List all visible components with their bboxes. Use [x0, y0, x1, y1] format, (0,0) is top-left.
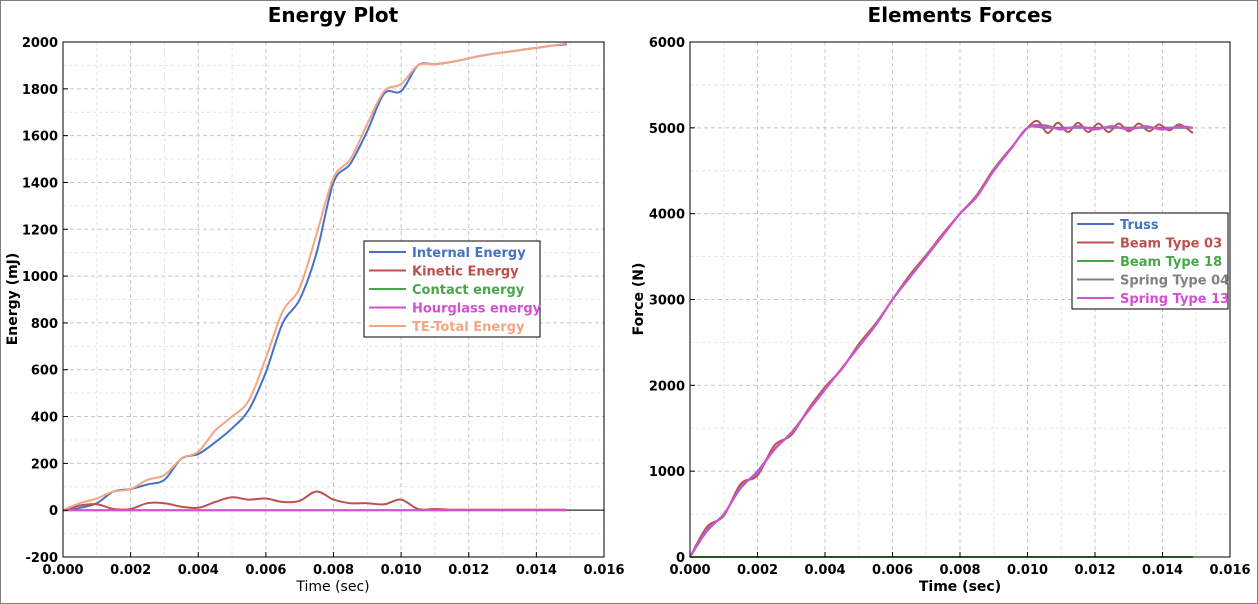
- legend-label: Beam Type 18: [1120, 255, 1222, 270]
- x-tick-label: 0.000: [669, 563, 710, 578]
- x-tick-label: 0.008: [939, 563, 980, 578]
- x-tick-label: 0.014: [1142, 563, 1183, 578]
- chart-title: Elements Forces: [868, 3, 1053, 27]
- y-tick-label: 1600: [22, 130, 58, 145]
- y-tick-label: 1800: [22, 83, 58, 98]
- x-tick-label: 0.004: [804, 563, 845, 578]
- y-tick-label: 3000: [649, 294, 685, 309]
- axis-ticks: 0.000 0.002 0.004 0.006 0.008 0.010 0.012 0.014…: [649, 36, 1251, 578]
- y-tick-label: 5000: [649, 122, 685, 137]
- x-axis-label: Time (sec): [295, 579, 369, 595]
- legend-label: Beam Type 03: [1120, 237, 1222, 252]
- series-line-kinetic-energy: [62, 490, 567, 512]
- y-tick-label: 0: [49, 504, 58, 519]
- x-tick-label: 0.012: [1074, 563, 1115, 578]
- y-tick-label: 1000: [649, 465, 685, 480]
- chart-title: Energy Plot: [268, 3, 399, 27]
- energy-plot-panel: Energy Plot 0.000 0.002 0.004 0.006 0.008 0.0…: [5, 3, 625, 595]
- x-tick-label: 0.016: [1209, 563, 1250, 578]
- y-tick-label: 6000: [649, 36, 685, 51]
- legend: Truss Beam Type 03 Beam Type 18 Spring Type…: [1071, 212, 1229, 310]
- y-tick-label: 1000: [22, 270, 58, 285]
- legend-label: Internal Energy: [412, 246, 526, 261]
- y-tick-label: 2000: [22, 36, 58, 51]
- axis-ticks: 0.000 0.002 0.004 0.006 0.008 0.010 0.012 0.014…: [22, 36, 625, 578]
- y-tick-label: 600: [31, 364, 58, 379]
- y-tick-label: -200: [25, 551, 58, 566]
- x-axis-label: Time (sec): [919, 579, 1001, 595]
- x-tick-label: 0.006: [245, 563, 286, 578]
- x-tick-label: 0.008: [313, 563, 354, 578]
- legend-label: Truss: [1120, 218, 1159, 233]
- y-tick-label: 2000: [649, 379, 685, 394]
- y-tick-label: 1400: [22, 176, 58, 191]
- x-tick-label: 0.010: [1007, 563, 1048, 578]
- x-tick-label: 0.016: [583, 563, 624, 578]
- legend-label: Contact energy: [412, 283, 525, 298]
- x-tick-label: 0.006: [872, 563, 913, 578]
- y-axis-label: Energy (mJ): [5, 253, 21, 346]
- series-line-beam-type-03: [689, 119, 1194, 558]
- legend-label: TE-Total Energy: [412, 320, 525, 335]
- y-tick-label: 400: [31, 411, 58, 426]
- legend-label: Spring Type 13: [1120, 292, 1229, 307]
- x-tick-label: 0.014: [516, 563, 557, 578]
- legend: Internal Energy Kinetic Energy Contact ene…: [363, 240, 542, 338]
- elements-forces-panel: Elements Forces 0.000 0.002 0.004 0.006 0.00…: [631, 3, 1251, 595]
- series-line-te-total-energy: [62, 42, 567, 512]
- x-tick-label: 0.004: [178, 563, 219, 578]
- y-tick-label: 0: [676, 551, 685, 566]
- y-tick-label: 800: [31, 317, 58, 332]
- y-tick-label: 200: [31, 457, 58, 472]
- legend-label: Kinetic Energy: [412, 265, 519, 280]
- series-line-truss: [689, 125, 1193, 558]
- x-tick-label: 0.002: [737, 563, 778, 578]
- y-axis-label: Force (N): [631, 263, 647, 336]
- series-lines: [62, 42, 567, 512]
- legend-label: Spring Type 04: [1120, 274, 1229, 289]
- y-tick-label: 1200: [22, 223, 58, 238]
- x-tick-label: 0.000: [42, 563, 83, 578]
- series-line-spring-type-04: [689, 123, 1194, 558]
- legend-label: Hourglass energy: [412, 302, 542, 317]
- series-lines: [689, 119, 1194, 558]
- x-tick-label: 0.010: [381, 563, 422, 578]
- y-tick-label: 4000: [649, 208, 685, 223]
- x-tick-label: 0.002: [110, 563, 151, 578]
- x-tick-label: 0.012: [448, 563, 489, 578]
- series-line-spring-type-13: [689, 124, 1193, 558]
